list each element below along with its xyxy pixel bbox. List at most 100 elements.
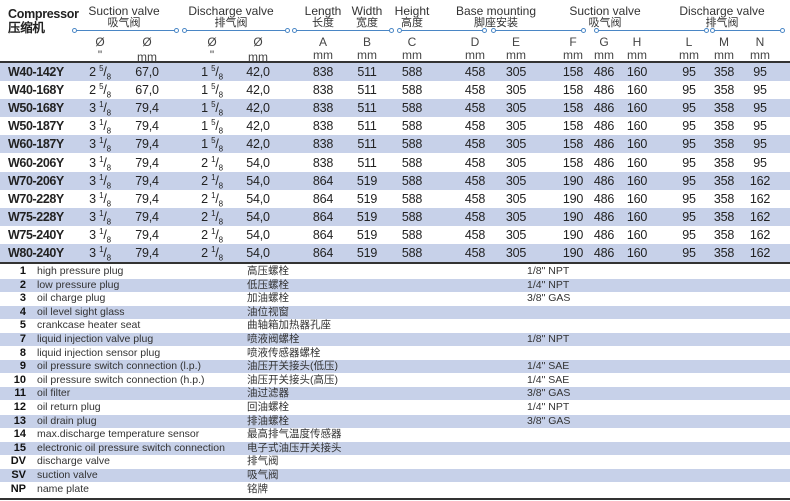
unit-symbol: G: [599, 35, 609, 49]
table-row: W80-240Y 3 1/8 79,4 2 1/8 54,0 864 519 588 458 30…: [0, 244, 790, 262]
legend-spec: 3/8" GAS: [527, 387, 571, 400]
legend-english: crankcase heater seat: [37, 319, 141, 332]
group-header-cn: 排气阀: [705, 17, 739, 29]
fraction-whole: 2: [201, 155, 208, 170]
group-header: Suction valve 吸气阀: [569, 5, 640, 29]
cell-n: 95: [753, 83, 767, 98]
cell-sv-in: 2 5/8: [89, 63, 111, 82]
unit-label: mm: [506, 48, 526, 62]
unit-symbol: F: [569, 35, 577, 49]
fraction-whole: 2: [201, 173, 208, 188]
cell-m: 358: [713, 101, 735, 116]
cell-b: 511: [357, 155, 377, 170]
cell-h: 160: [626, 65, 648, 79]
cell-c: 588: [401, 83, 423, 98]
unit-symbol: D: [470, 35, 480, 49]
cell-g: 486: [593, 173, 615, 188]
cell-sv-mm: 79,4: [135, 173, 159, 188]
unit-symbol: N: [755, 35, 765, 49]
cell-f: 190: [562, 173, 584, 188]
cell-c: 588: [401, 191, 423, 206]
cell-m: 358: [713, 137, 735, 152]
cell-dv-in: 2 1/8: [201, 172, 223, 191]
fraction-whole: 2: [201, 227, 208, 242]
legend-row: 10 oil pressure switch connection (h.p.) 油…: [0, 374, 790, 387]
group-header-cn: 脚座安装: [474, 17, 518, 29]
model-name: W70-228Y: [8, 191, 64, 206]
unit-header: Ø ": [95, 36, 104, 62]
cell-c: 588: [401, 227, 423, 242]
fraction-numerator: 1: [99, 118, 104, 128]
table-row: W75-228Y 3 1/8 79,4 2 1/8 54,0 864 519 588 458 30…: [0, 207, 790, 227]
cell-a: 864: [312, 209, 334, 224]
cell-dv-in: 2 1/8: [201, 244, 223, 263]
fraction-denominator: 8: [106, 163, 111, 172]
unit-label: mm: [248, 50, 268, 64]
model-name: W70-206Y: [8, 173, 64, 188]
legend-number: 4: [19, 305, 26, 318]
cell-c: 588: [401, 137, 423, 152]
cell-d: 458: [464, 137, 486, 152]
bottom-divider: [0, 498, 790, 500]
cell-sv-mm: 79,4: [135, 227, 159, 242]
unit-symbol: B: [362, 35, 371, 49]
legend-chinese: 喷液阀螺栓: [247, 333, 300, 345]
cell-n: 162: [749, 173, 771, 188]
unit-label: ": [97, 48, 103, 62]
cell-sv-in: 3 1/8: [89, 190, 111, 209]
cell-f: 190: [562, 227, 584, 242]
cell-c: 588: [401, 209, 423, 224]
model-name: W50-168Y: [8, 101, 64, 116]
cell-h: 160: [626, 209, 648, 224]
cell-n: 162: [749, 209, 771, 224]
legend-number: 10: [13, 373, 26, 386]
cell-dv-in: 1 5/8: [201, 100, 223, 118]
cell-g: 486: [593, 65, 615, 79]
legend-row: 8 liquid injection sensor plug 喷液传感器螺栓: [0, 347, 790, 360]
legend-number: 7: [19, 333, 26, 345]
cell-h: 160: [626, 246, 648, 260]
fraction-whole: 3: [89, 101, 96, 116]
cell-h: 160: [626, 83, 648, 98]
fraction-denominator: 8: [106, 144, 111, 154]
unit-symbol: M: [719, 35, 729, 49]
fraction-whole: 2: [201, 209, 208, 224]
table-row: W40-168Y 2 5/8 67,0 1 5/8 42,0 838 511 588 458 30…: [0, 81, 790, 99]
legend-chinese: 低压螺栓: [247, 278, 289, 291]
cell-m: 358: [713, 173, 735, 188]
cell-sv-mm: 79,4: [135, 101, 159, 116]
cell-n: 95: [753, 119, 767, 134]
unit-symbol: Ø: [142, 35, 152, 49]
cell-f: 158: [562, 65, 584, 79]
cell-dv-in: 2 1/8: [201, 208, 223, 227]
group-underline: [292, 28, 394, 33]
cell-l: 95: [682, 83, 696, 98]
unit-header: Ø ": [207, 36, 216, 62]
cell-l: 95: [682, 137, 696, 152]
group-header-en: Suction valve: [569, 4, 641, 18]
cell-a: 864: [312, 246, 334, 260]
unit-label: ": [209, 48, 215, 62]
legend-english: discharge valve: [37, 455, 110, 468]
group-header-en: Discharge valve: [679, 4, 765, 18]
unit-label: mm: [563, 48, 583, 62]
fraction-numerator: 5: [211, 81, 216, 91]
legend-row: NP name plate 铭牌: [0, 483, 790, 496]
group-header-cn: 长度: [311, 17, 334, 29]
fraction-whole: 1: [201, 137, 208, 152]
group-header-cn: 高度: [401, 17, 423, 29]
legend-spec: 1/4" NPT: [527, 401, 570, 413]
unit-label: mm: [357, 48, 377, 62]
legend-chinese: 油压开关接头(低压): [247, 360, 338, 373]
legend-chinese: 吸气阀: [247, 469, 279, 481]
cell-g: 486: [593, 155, 615, 170]
fraction-numerator: 5: [211, 136, 216, 146]
legend-english: oil filter: [37, 387, 71, 400]
fraction-whole: 2: [201, 191, 208, 206]
cell-e: 305: [505, 191, 527, 206]
cell-h: 160: [626, 101, 648, 116]
legend-row: 14 max.discharge temperature sensor 最高排气温度…: [0, 428, 790, 441]
